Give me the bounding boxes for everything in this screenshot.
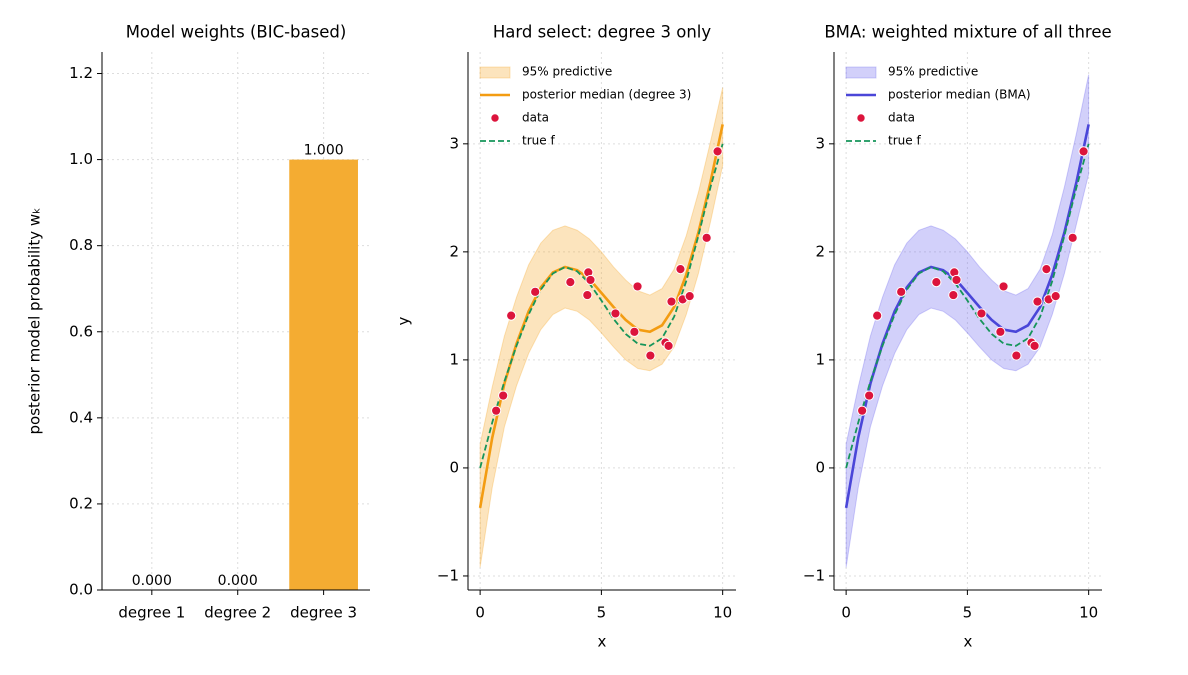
y-tick-label: 0 (815, 458, 825, 476)
data-point (951, 274, 962, 286)
data-point (857, 405, 868, 416)
y-axis-label: y (395, 316, 413, 325)
data-point (565, 277, 576, 288)
data-point (1050, 291, 1061, 302)
data-point (701, 232, 712, 243)
legend: 95% predictive posterior median (BMA) data… (845, 65, 1031, 148)
y-tick-label: 2 (449, 242, 459, 260)
x-tick-label: 10 (1079, 604, 1098, 622)
predictive-band (845, 74, 1090, 568)
legend-swatch (845, 66, 877, 79)
x-tick-label: 10 (713, 604, 732, 622)
data-point (998, 281, 1009, 292)
chart-title: Hard select: degree 3 only (493, 23, 712, 42)
legend-label: posterior median (BMA) (888, 88, 1031, 102)
true-curve (479, 143, 724, 469)
legend-label: true f (888, 134, 921, 148)
y-tick-label: −1 (437, 566, 459, 584)
data-point (506, 310, 517, 321)
chart-title: BMA: weighted mixture of all three (824, 23, 1111, 42)
data-point (632, 281, 643, 292)
x-axis-label: x (598, 633, 607, 651)
legend-label: true f (522, 134, 555, 148)
data-point (645, 350, 656, 361)
data-point (1029, 340, 1040, 351)
y-tick-label: 3 (449, 134, 459, 152)
data-point (872, 310, 883, 321)
y-tick-label: −1 (803, 566, 825, 584)
median-line (478, 124, 724, 509)
legend: 95% predictive posterior median (degree 3… (479, 65, 691, 148)
value-label: 1.000 (304, 143, 344, 159)
data-point (864, 390, 875, 401)
y-tick-label: 2 (815, 242, 825, 260)
y-tick-label: 0 (449, 458, 459, 476)
value-label: 0.000 (132, 573, 172, 589)
data-point (610, 308, 621, 319)
data-point (582, 289, 593, 301)
chart-title: Model weights (BIC-based) (126, 23, 347, 42)
predictive-band (479, 87, 724, 568)
data-point (491, 405, 502, 416)
legend-label: 95% predictive (522, 65, 612, 79)
x-tick-label: degree 2 (204, 604, 271, 622)
data-point (976, 308, 987, 319)
y-tick-label: 0.8 (69, 236, 93, 254)
legend-label: 95% predictive (888, 65, 978, 79)
data-point (675, 264, 686, 275)
x-tick-label: degree 3 (290, 604, 357, 622)
data-point (1067, 232, 1078, 243)
legend-label: data (522, 111, 549, 125)
y-tick-label: 0.2 (69, 494, 93, 512)
x-tick-label: 0 (475, 604, 485, 622)
y-tick-label: 0.4 (69, 408, 93, 426)
median-line (844, 124, 1090, 509)
bar (289, 159, 358, 590)
y-axis-label: posterior model probability wₖ (26, 208, 44, 435)
data-point (1078, 146, 1089, 157)
x-tick-label: 5 (963, 604, 973, 622)
y-tick-label: 1.0 (69, 150, 93, 168)
true-curve (845, 143, 1090, 469)
data-point (663, 340, 674, 351)
legend-label: data (888, 111, 915, 125)
data-point (498, 390, 509, 401)
y-tick-label: 1 (449, 350, 459, 368)
legend-swatch (856, 113, 866, 123)
data-point (1041, 264, 1052, 275)
x-tick-label: degree 1 (118, 604, 185, 622)
y-tick-label: 1.2 (69, 64, 93, 82)
data-point (530, 286, 541, 297)
data-point (712, 146, 723, 157)
data-point (684, 291, 695, 302)
legend-label: posterior median (degree 3) (522, 88, 691, 102)
data-point (629, 326, 640, 337)
data-point (1011, 350, 1022, 361)
legend-swatch (479, 66, 511, 79)
x-axis-label: x (964, 633, 973, 651)
y-tick-label: 1 (815, 350, 825, 368)
data-point (931, 277, 942, 288)
y-tick-label: 0.6 (69, 322, 93, 340)
x-tick-label: 5 (597, 604, 607, 622)
data-point (948, 289, 959, 301)
x-tick-label: 0 (841, 604, 851, 622)
data-point (1032, 296, 1043, 307)
data-point (666, 296, 677, 307)
y-tick-label: 0.0 (69, 581, 93, 599)
data-point (995, 326, 1006, 337)
value-label: 0.000 (218, 573, 258, 589)
data-point (896, 286, 907, 297)
data-point (585, 274, 596, 286)
legend-swatch (490, 113, 500, 123)
y-tick-label: 3 (815, 134, 825, 152)
